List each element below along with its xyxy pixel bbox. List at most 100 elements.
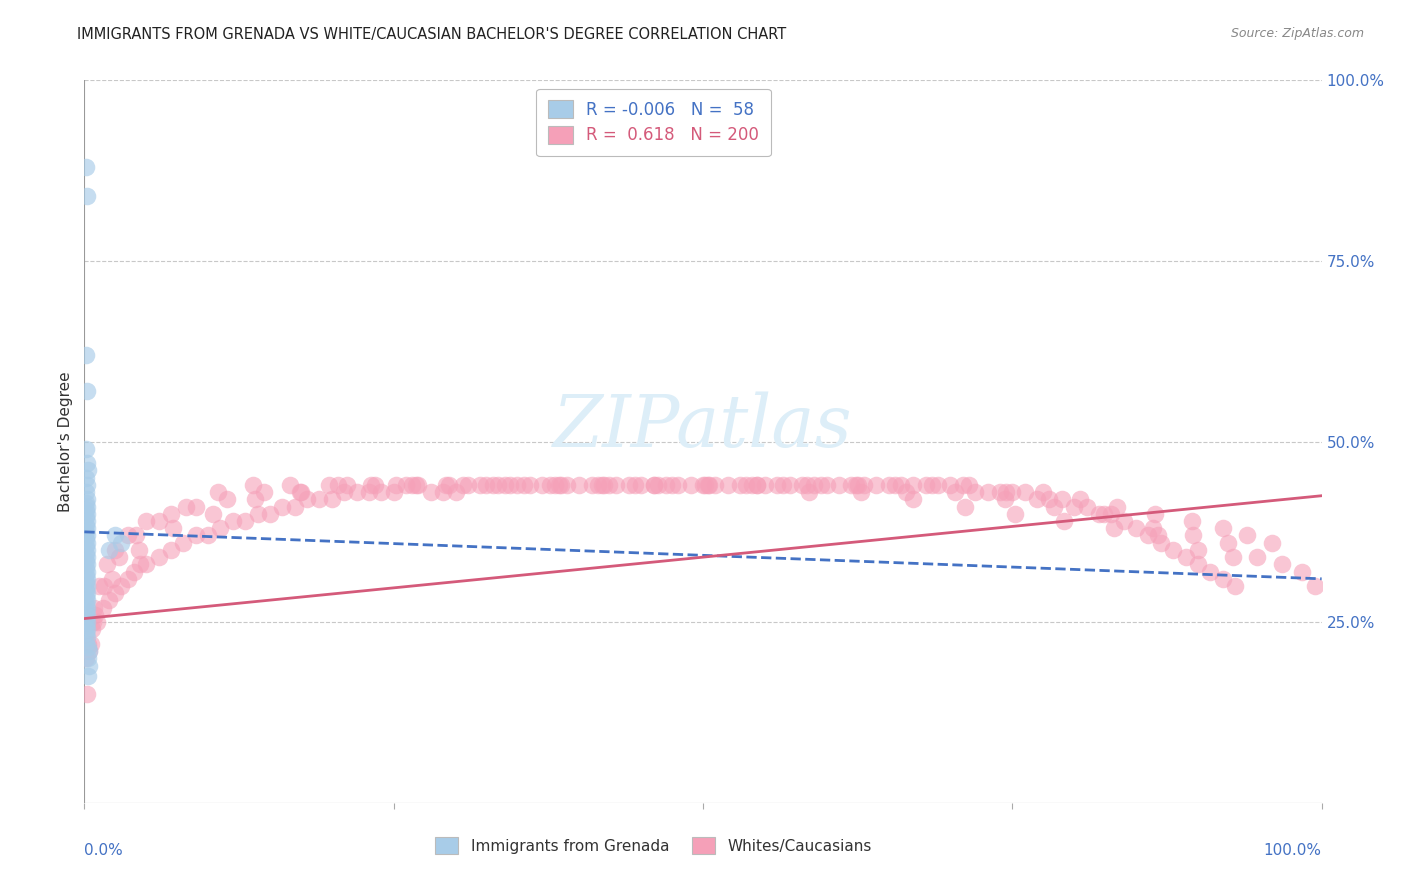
Point	[581, 478, 603, 492]
Point	[86, 615, 108, 630]
Point	[135, 514, 157, 528]
Point	[222, 514, 245, 528]
Point	[84, 607, 107, 622]
Point	[470, 478, 492, 492]
Point	[1088, 507, 1111, 521]
Point	[75, 496, 97, 510]
Point	[803, 478, 825, 492]
Point	[243, 492, 266, 507]
Point	[202, 507, 225, 521]
Point	[586, 478, 609, 492]
Point	[405, 478, 427, 492]
Point	[1102, 521, 1125, 535]
Point	[655, 478, 678, 492]
Point	[117, 572, 139, 586]
Point	[207, 485, 229, 500]
Point	[955, 500, 977, 514]
Point	[661, 478, 683, 492]
Point	[692, 478, 714, 492]
Text: IMMIGRANTS FROM GRENADA VS WHITE/CAUCASIAN BACHELOR'S DEGREE CORRELATION CHART: IMMIGRANTS FROM GRENADA VS WHITE/CAUCASI…	[77, 27, 786, 42]
Point	[333, 485, 356, 500]
Point	[1038, 492, 1060, 507]
Point	[754, 478, 776, 492]
Point	[76, 514, 98, 528]
Point	[98, 593, 121, 607]
Point	[96, 558, 118, 572]
Point	[108, 550, 131, 565]
Point	[135, 558, 157, 572]
Point	[1223, 579, 1246, 593]
Point	[75, 651, 97, 665]
Point	[1004, 507, 1026, 521]
Point	[117, 528, 139, 542]
Point	[75, 597, 97, 611]
Point	[125, 528, 148, 542]
Text: 0.0%: 0.0%	[84, 843, 124, 857]
Point	[790, 478, 813, 492]
Point	[104, 528, 127, 542]
Point	[75, 517, 97, 532]
Text: ZIPatlas: ZIPatlas	[553, 392, 853, 462]
Point	[295, 492, 318, 507]
Point	[1026, 492, 1049, 507]
Point	[747, 478, 769, 492]
Point	[728, 478, 751, 492]
Point	[1246, 550, 1268, 565]
Point	[1014, 485, 1036, 500]
Point	[75, 626, 97, 640]
Point	[995, 485, 1018, 500]
Point	[76, 593, 98, 607]
Point	[815, 478, 838, 492]
Point	[939, 478, 962, 492]
Point	[1043, 500, 1066, 514]
Point	[419, 485, 441, 500]
Point	[624, 478, 647, 492]
Point	[82, 615, 104, 630]
Point	[432, 485, 454, 500]
Point	[1161, 542, 1184, 557]
Point	[519, 478, 541, 492]
Point	[76, 189, 98, 203]
Point	[845, 478, 868, 492]
Point	[538, 478, 561, 492]
Point	[184, 528, 207, 542]
Point	[76, 630, 98, 644]
Point	[481, 478, 503, 492]
Point	[1112, 514, 1135, 528]
Point	[290, 485, 312, 500]
Point	[346, 485, 368, 500]
Point	[1212, 572, 1234, 586]
Point	[162, 521, 184, 535]
Point	[98, 542, 121, 557]
Point	[75, 554, 97, 568]
Point	[486, 478, 509, 492]
Point	[104, 586, 127, 600]
Point	[828, 478, 851, 492]
Point	[1291, 565, 1313, 579]
Point	[75, 348, 97, 362]
Point	[799, 485, 821, 500]
Point	[91, 600, 114, 615]
Point	[772, 478, 794, 492]
Point	[76, 586, 98, 600]
Point	[846, 478, 869, 492]
Point	[717, 478, 740, 492]
Point	[148, 550, 170, 565]
Point	[75, 524, 97, 539]
Point	[1001, 485, 1024, 500]
Point	[75, 575, 97, 590]
Point	[77, 651, 100, 665]
Point	[1143, 507, 1166, 521]
Point	[79, 644, 101, 658]
Text: 100.0%: 100.0%	[1264, 843, 1322, 857]
Point	[110, 579, 132, 593]
Point	[242, 478, 264, 492]
Point	[457, 478, 479, 492]
Point	[233, 514, 256, 528]
Point	[851, 485, 873, 500]
Point	[914, 478, 936, 492]
Point	[104, 542, 127, 557]
Point	[79, 658, 101, 673]
Point	[766, 478, 789, 492]
Point	[83, 600, 105, 615]
